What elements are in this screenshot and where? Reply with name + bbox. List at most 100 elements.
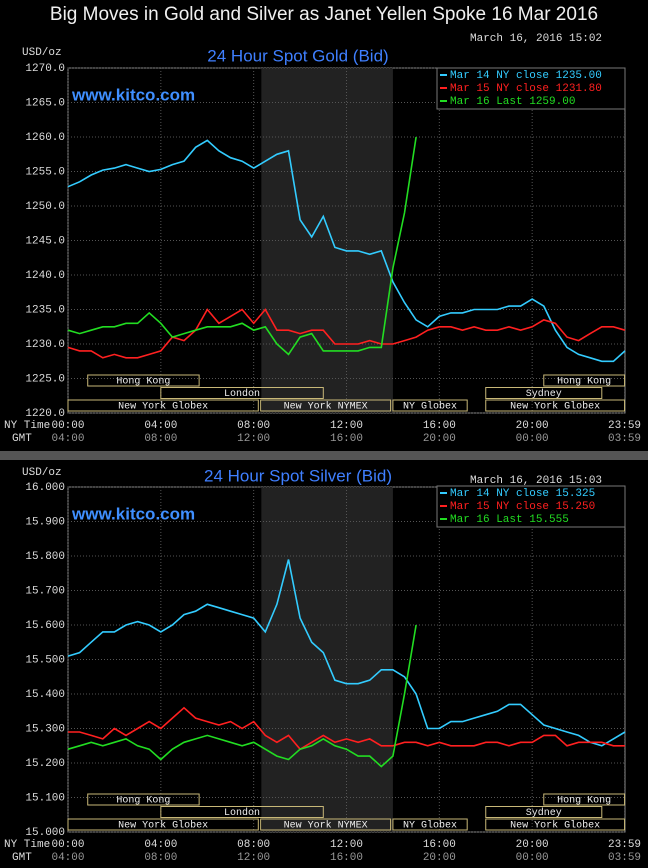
series-line [67, 624, 417, 768]
session-box [260, 818, 392, 831]
x2-axis-label: GMT [12, 433, 32, 445]
session-box [543, 374, 626, 387]
session-label: Hong Kong [116, 377, 170, 388]
market-hours-shade [261, 68, 393, 413]
session-box [392, 399, 468, 412]
x2-tick-label: 16:00 [330, 852, 363, 864]
session-box [485, 818, 626, 831]
market-hours-shade [261, 487, 393, 832]
x-tick-label: 12:00 [330, 420, 363, 432]
y-tick-label: 15.800 [25, 551, 65, 563]
session-box [67, 399, 259, 412]
x2-tick-label: 00:00 [516, 433, 549, 445]
x-tick-label: 08:00 [237, 839, 270, 851]
x2-tick-label: 08:00 [144, 852, 177, 864]
session-label: New York Globex [118, 820, 208, 832]
session-label: NY Globex [403, 820, 457, 832]
chart-title: 24 Hour Spot Gold (Bid) [207, 46, 388, 65]
session-label: New York Globex [118, 401, 208, 413]
x-tick-label: 16:00 [423, 420, 456, 432]
x2-axis-label: GMT [12, 852, 32, 864]
series-line [67, 136, 417, 356]
y-tick-label: 15.000 [25, 827, 65, 839]
session-label: Hong Kong [557, 377, 611, 388]
x-tick-label: 16:00 [423, 839, 456, 851]
y-axis-label: USD/oz [22, 47, 62, 59]
y-tick-label: 1235.0 [25, 304, 65, 316]
source: www.kitco.com [71, 504, 195, 523]
session-label: NY Globex [403, 401, 457, 413]
x2-tick-label: 03:59 [608, 852, 641, 864]
session-label: New York Globex [510, 820, 600, 832]
session-label: New York NYMEX [284, 401, 368, 413]
series-line [67, 559, 626, 747]
x-tick-label: 20:00 [516, 839, 549, 851]
x2-tick-label: 12:00 [237, 852, 270, 864]
series-line [67, 308, 626, 359]
x-tick-label: 00:00 [51, 420, 84, 432]
session-box [543, 793, 626, 806]
y-tick-label: 1270.0 [25, 63, 65, 75]
y-tick-label: 15.700 [25, 585, 65, 597]
session-box [485, 399, 626, 412]
timestamp: March 16, 2016 15:02 [470, 33, 602, 45]
legend-label: Mar 16 Last 15.555 [450, 514, 569, 526]
session-box [160, 806, 324, 818]
x2-tick-label: 20:00 [423, 852, 456, 864]
session-box [160, 387, 324, 399]
legend-label: Mar 15 NY close 1231.80 [450, 83, 602, 95]
y-tick-label: 1245.0 [25, 235, 65, 247]
session-box [87, 793, 200, 806]
y-tick-label: 15.200 [25, 758, 65, 770]
session-label: Hong Kong [557, 796, 611, 807]
y-tick-label: 1230.0 [25, 339, 65, 351]
y-tick-label: 15.500 [25, 654, 65, 666]
separator [0, 451, 648, 460]
session-label: Sydney [526, 388, 562, 400]
legend-label: Mar 15 NY close 15.250 [450, 501, 595, 513]
session-label: New York Globex [510, 401, 600, 413]
series-line [68, 706, 625, 751]
y-axis-label: USD/oz [22, 467, 62, 479]
x2-tick-label: 20:00 [423, 433, 456, 445]
page-title: Big Moves in Gold and Silver as Janet Ye… [50, 4, 598, 25]
x-axis-label: NY Time [4, 839, 50, 851]
x-tick-label: 20:00 [516, 420, 549, 432]
x2-tick-label: 12:00 [237, 433, 270, 445]
session-box [260, 399, 392, 412]
x-tick-label: 04:00 [144, 839, 177, 851]
y-tick-label: 16.000 [25, 482, 65, 494]
x2-tick-label: 04:00 [51, 852, 84, 864]
legend-label: Mar 14 NY close 1235.00 [450, 70, 602, 82]
legend-box [436, 67, 626, 110]
legend-label: Mar 16 Last 1259.00 [450, 96, 575, 108]
x2-tick-label: 00:00 [516, 852, 549, 864]
y-tick-label: 15.600 [25, 620, 65, 632]
y-tick-label: 1240.0 [25, 270, 65, 282]
y-tick-label: 1225.0 [25, 373, 65, 385]
x2-tick-label: 08:00 [144, 433, 177, 445]
session-label: Hong Kong [116, 796, 170, 807]
y-tick-label: 1255.0 [25, 166, 65, 178]
legend-box [436, 485, 626, 528]
session-label: London [224, 807, 260, 819]
x-tick-label: 23:59 [608, 420, 641, 432]
x2-tick-label: 04:00 [51, 433, 84, 445]
y-tick-label: 1220.0 [25, 408, 65, 420]
x-axis-label: NY Time [4, 420, 50, 432]
chart-title: 24 Hour Spot Silver (Bid) [204, 466, 392, 485]
y-tick-label: 15.300 [25, 723, 65, 735]
session-label: Sydney [526, 807, 562, 819]
timestamp: March 16, 2016 15:03 [470, 475, 602, 487]
x-tick-label: 12:00 [330, 839, 363, 851]
source: www.kitco.com [71, 85, 195, 104]
y-tick-label: 1260.0 [25, 132, 65, 144]
session-label: London [224, 388, 260, 400]
x2-tick-label: 03:59 [608, 433, 641, 445]
y-tick-label: 1265.0 [25, 97, 65, 109]
series-line [67, 139, 626, 363]
y-tick-label: 15.400 [25, 689, 65, 701]
x-tick-label: 23:59 [608, 839, 641, 851]
